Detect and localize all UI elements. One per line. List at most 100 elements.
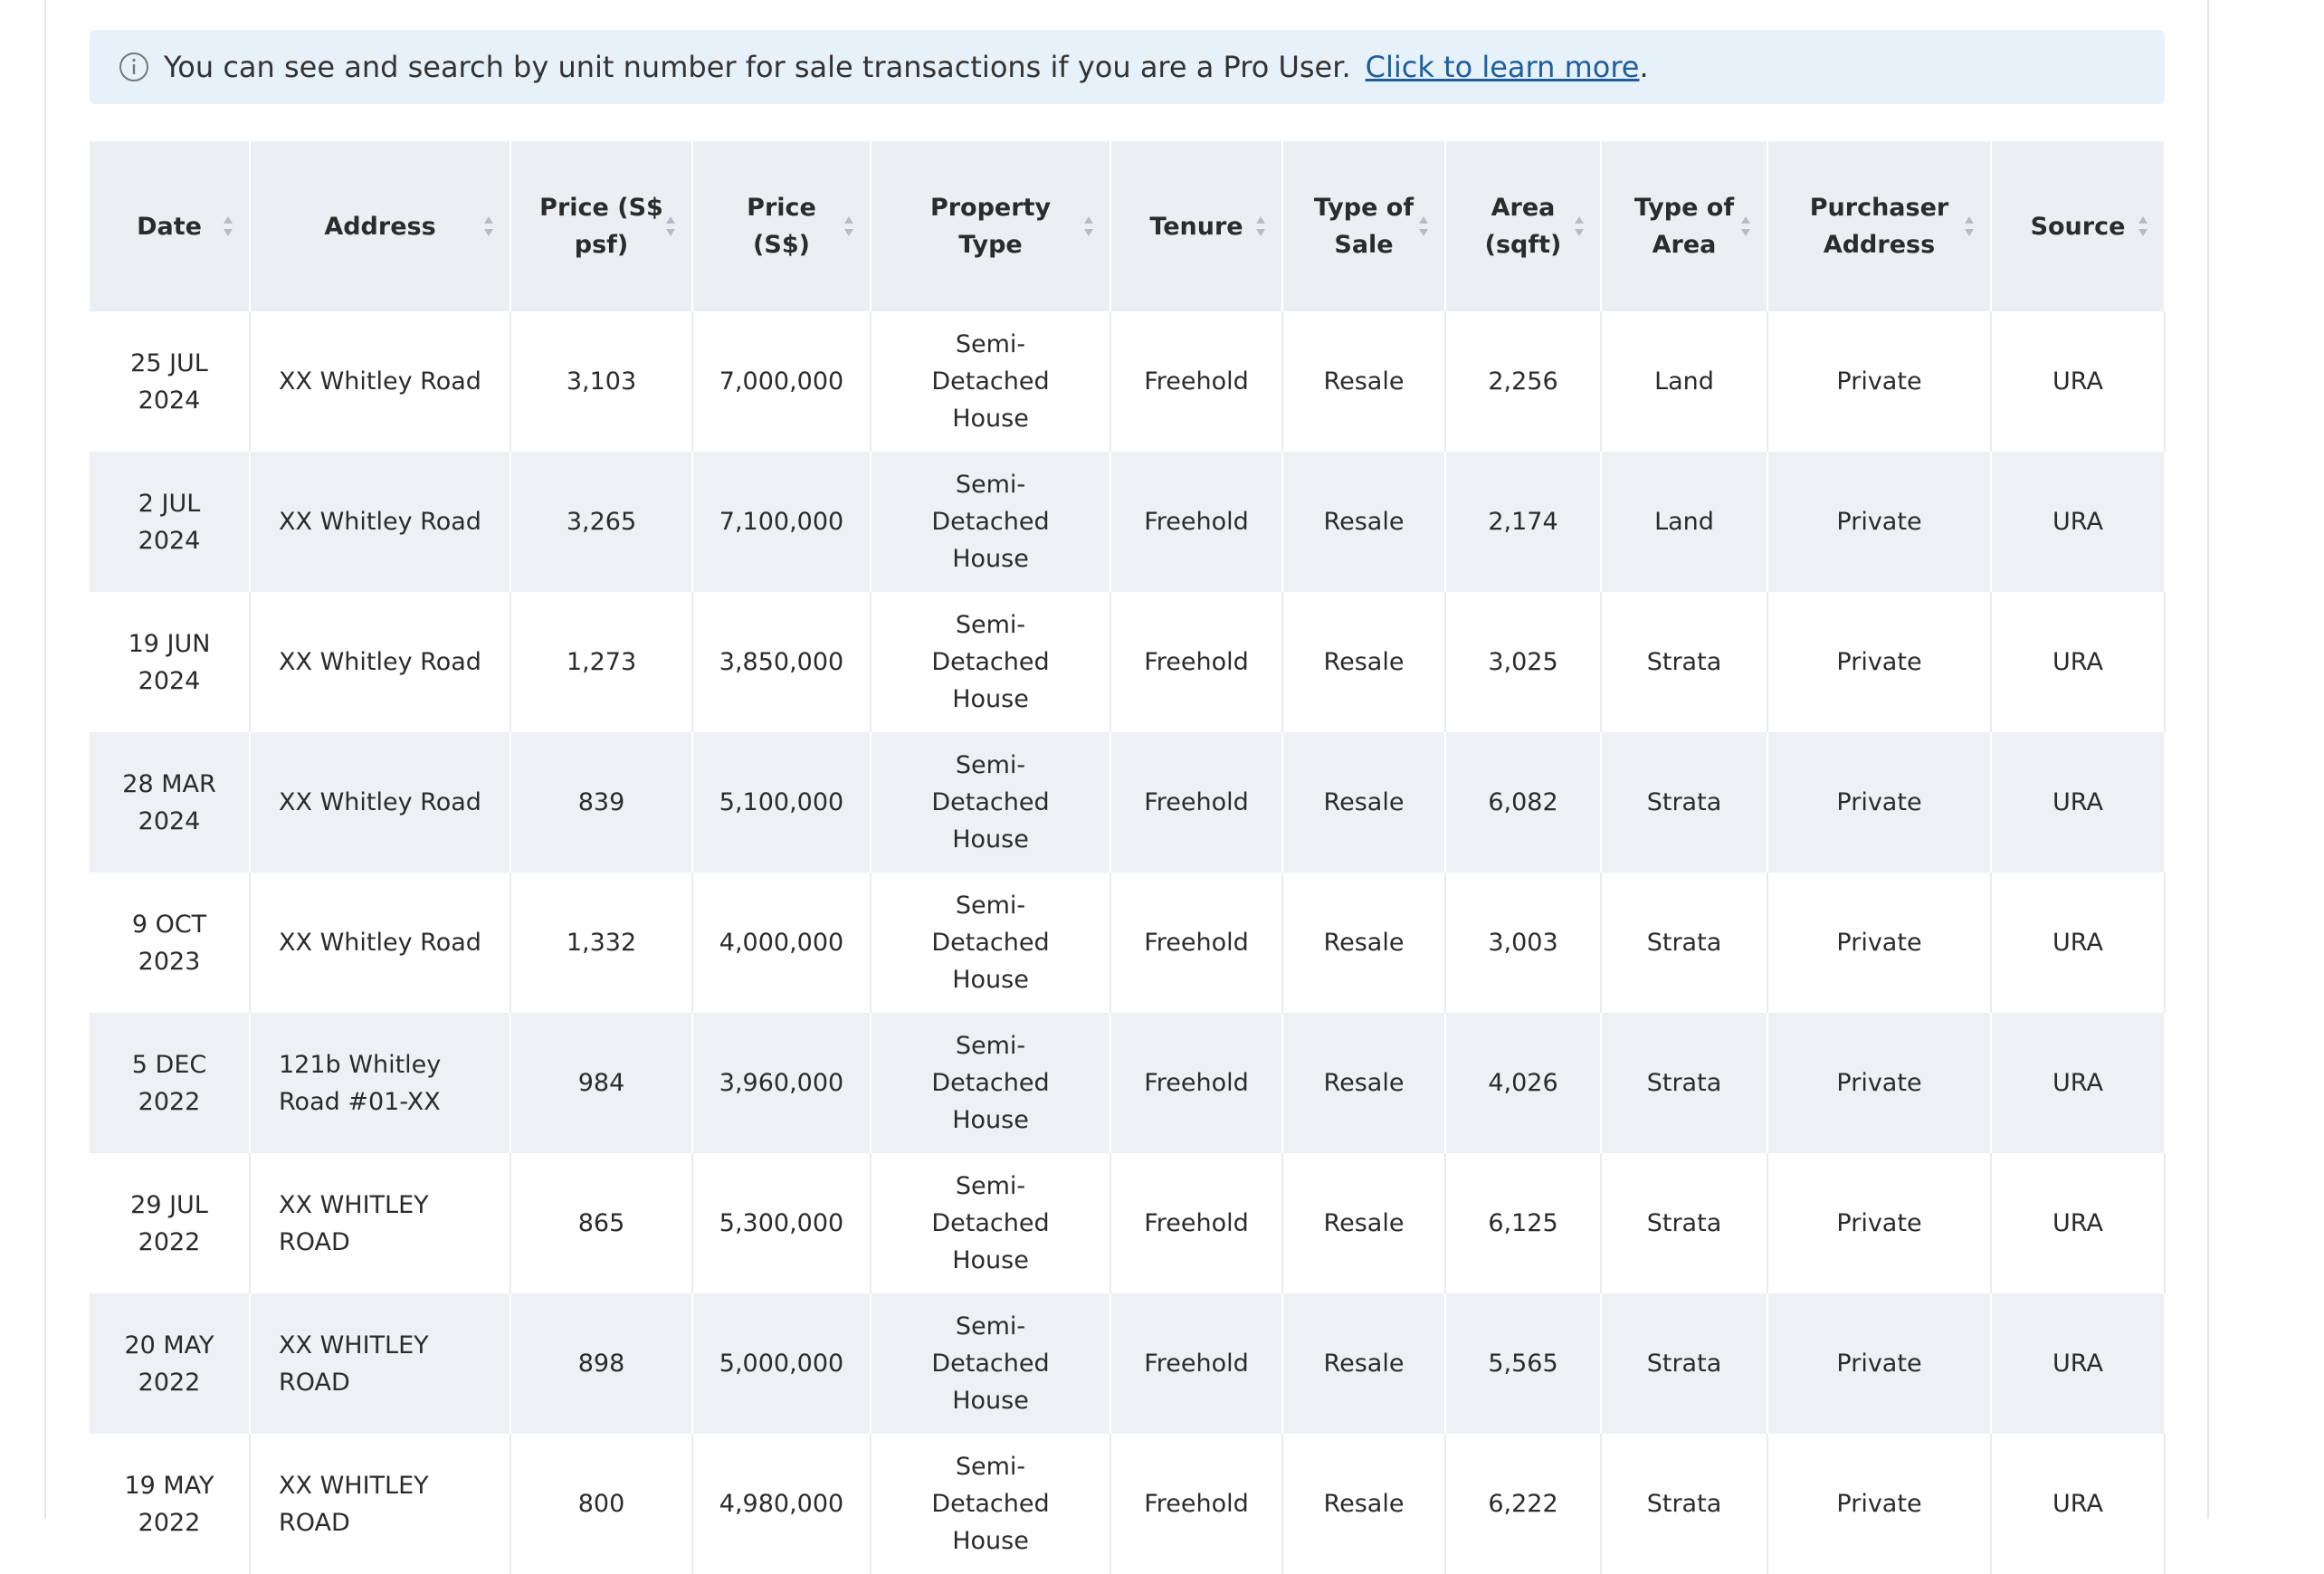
page: {"banner": {"text": "You can see and sea… [44, 0, 2209, 1574]
banner-text: You can see and search by unit number fo… [164, 50, 1351, 84]
table-cell: URA [1991, 592, 2166, 732]
column-header[interactable]: Type of Sale [1282, 141, 1446, 311]
header-row: Date Address Price (S$ psf) Price (S$) Prope… [90, 141, 2166, 311]
table-cell: 2,174 [1445, 452, 1602, 592]
table-row: 28 MAR 2024 XX Whitley Road 839 5,100,000 Se… [90, 732, 2166, 873]
header-label: Price (S$) [747, 194, 816, 259]
table-cell: 7,000,000 [692, 311, 872, 452]
table-cell: Strata [1601, 1013, 1768, 1153]
header-label: Tenure [1149, 212, 1243, 241]
table-cell: Semi-Detached House [871, 1153, 1111, 1293]
table-cell: 1,273 [510, 592, 693, 732]
table-cell: Freehold [1110, 311, 1283, 452]
table-cell: 5,300,000 [692, 1153, 872, 1293]
table-cell: URA [1991, 1293, 2166, 1434]
table-cell: 3,265 [510, 452, 693, 592]
table-cell: Private [1767, 452, 1992, 592]
table-row: 5 DEC 2022 121b Whitley Road #01-XX 984 3,9… [90, 1013, 2166, 1153]
table-cell: Resale [1282, 732, 1446, 873]
table-cell: Strata [1601, 592, 1768, 732]
table-cell: XX Whitley Road [250, 311, 511, 452]
column-header[interactable]: Purchaser Address [1767, 141, 1992, 311]
table-row: 20 MAY 2022 XX WHITLEY ROAD 898 5,000,000 Se… [90, 1293, 2166, 1434]
column-header[interactable]: Date [90, 141, 251, 311]
column-header[interactable]: Type of Area [1601, 141, 1768, 311]
table-cell: Resale [1282, 1434, 1446, 1574]
table-cell: 1,332 [510, 873, 693, 1013]
table-cell: URA [1991, 1013, 2166, 1153]
table-cell: 800 [510, 1434, 693, 1574]
table-cell: XX Whitley Road [250, 452, 511, 592]
table-cell: Semi-Detached House [871, 873, 1111, 1013]
column-header[interactable]: Property Type [871, 141, 1111, 311]
table-cell: Resale [1282, 452, 1446, 592]
table-cell: 984 [510, 1013, 693, 1153]
table-cell: Private [1767, 1293, 1992, 1434]
table-cell: 3,850,000 [692, 592, 872, 732]
table-body: 25 JUL 2024 XX Whitley Road 3,103 7,000,000… [90, 311, 2166, 1574]
table-cell: Semi-Detached House [871, 1013, 1111, 1153]
sort-icon [1741, 216, 1750, 236]
table-cell: Private [1767, 1013, 1992, 1153]
table-cell: Resale [1282, 592, 1446, 732]
table-row: 25 JUL 2024 XX Whitley Road 3,103 7,000,000… [90, 311, 2166, 452]
table-cell: Semi-Detached House [871, 311, 1111, 452]
table-cell: 5 DEC 2022 [90, 1013, 251, 1153]
table-cell: 2 JUL 2024 [90, 452, 251, 592]
table-cell: Strata [1601, 873, 1768, 1013]
table-cell: 7,100,000 [692, 452, 872, 592]
table-cell: URA [1991, 452, 2166, 592]
learn-more-link[interactable]: Click to learn more [1365, 50, 1640, 84]
table-cell: Private [1767, 311, 1992, 452]
table-cell: Private [1767, 1153, 1992, 1293]
column-header[interactable]: Tenure [1110, 141, 1283, 311]
sort-icon [1256, 216, 1265, 236]
table-cell: Semi-Detached House [871, 732, 1111, 873]
table-cell: Land [1601, 311, 1768, 452]
table-row: 29 JUL 2022 XX WHITLEY ROAD 865 5,300,000 Se… [90, 1153, 2166, 1293]
column-header[interactable]: Area (sqft) [1445, 141, 1602, 311]
header-label: Date [137, 212, 202, 241]
table-cell: 3,025 [1445, 592, 1602, 732]
column-header[interactable]: Source [1991, 141, 2166, 311]
table-cell: Semi-Detached House [871, 592, 1111, 732]
sort-icon [1965, 216, 1974, 236]
info-icon [119, 52, 148, 81]
column-header[interactable]: Price (S$ psf) [510, 141, 693, 311]
column-header[interactable]: Price (S$) [692, 141, 872, 311]
sort-icon [666, 216, 675, 236]
table-cell: 5,000,000 [692, 1293, 872, 1434]
table-cell: Freehold [1110, 1434, 1283, 1574]
table-cell: XX WHITLEY ROAD [250, 1153, 511, 1293]
table-cell: Freehold [1110, 1013, 1283, 1153]
table-cell: 28 MAR 2024 [90, 732, 251, 873]
table-cell: Strata [1601, 1153, 1768, 1293]
header-label: Property Type [929, 194, 1052, 259]
table-cell: 5,100,000 [692, 732, 872, 873]
banner-suffix: . [1639, 50, 1649, 84]
column-header[interactable]: Address [250, 141, 511, 311]
header-label: Area (sqft) [1484, 194, 1562, 259]
sort-icon [1084, 216, 1093, 236]
table-cell: 25 JUL 2024 [90, 311, 251, 452]
table-cell: XX Whitley Road [250, 873, 511, 1013]
sort-icon [224, 216, 233, 236]
table-row: 19 MAY 2022 XX WHITLEY ROAD 800 4,980,000 Se… [90, 1434, 2166, 1574]
table-cell: URA [1991, 732, 2166, 873]
header-label: Address [324, 212, 436, 241]
table-cell: Strata [1601, 1434, 1768, 1574]
table-row: 2 JUL 2024 XX Whitley Road 3,265 7,100,000 S… [90, 452, 2166, 592]
table-cell: Private [1767, 873, 1992, 1013]
sort-icon [484, 216, 493, 236]
table-cell: Resale [1282, 873, 1446, 1013]
table-cell: 6,222 [1445, 1434, 1602, 1574]
header-label: Type of Sale [1313, 194, 1414, 259]
table-cell: Semi-Detached House [871, 1434, 1111, 1574]
table-cell: Freehold [1110, 452, 1283, 592]
table-cell: XX WHITLEY ROAD [250, 1434, 511, 1574]
transactions-table: Date Address Price (S$ psf) Price (S$) Prope… [90, 141, 2166, 1574]
sort-icon [1575, 216, 1584, 236]
table-cell: Semi-Detached House [871, 452, 1111, 592]
table-cell: Freehold [1110, 732, 1283, 873]
table-cell: 3,003 [1445, 873, 1602, 1013]
